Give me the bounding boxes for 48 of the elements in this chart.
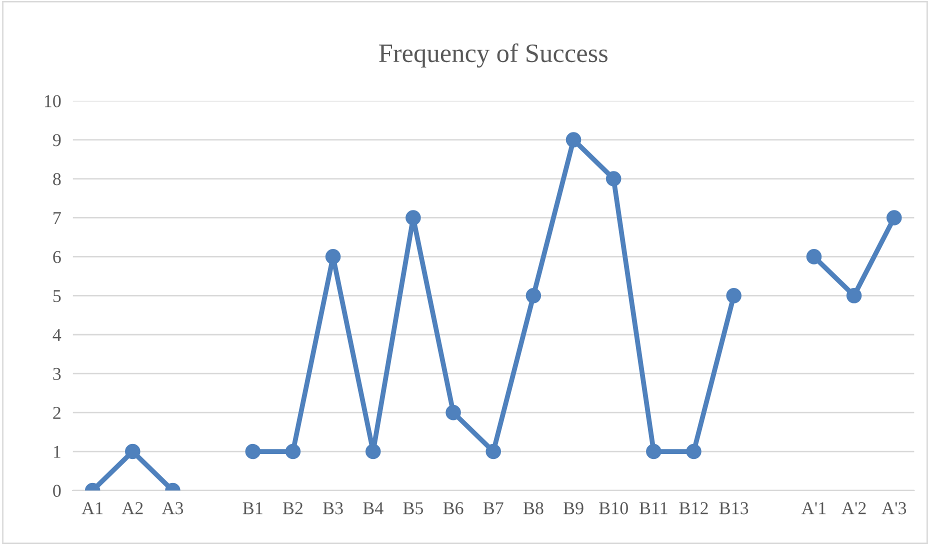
x-tick-label: B12 xyxy=(679,502,708,514)
x-tick-label: A1 xyxy=(82,502,103,514)
x-tick-label: B1 xyxy=(242,502,262,514)
point xyxy=(686,444,702,460)
x-tick-label: A3 xyxy=(162,502,184,514)
point xyxy=(486,444,502,460)
point xyxy=(406,210,421,226)
y-tick-label: 3 xyxy=(53,368,61,380)
y-tick-label: 1 xyxy=(54,446,60,458)
x-tick-label: A'2 xyxy=(842,502,866,514)
point xyxy=(285,444,301,460)
point xyxy=(886,210,902,226)
x-tick-label: B4 xyxy=(363,502,384,514)
point xyxy=(125,444,140,460)
point xyxy=(606,171,622,186)
y-tick-label: 2 xyxy=(53,406,60,419)
point xyxy=(446,404,461,420)
point xyxy=(245,444,261,460)
y-tick-label: 8 xyxy=(53,173,61,186)
x-tick-label: B8 xyxy=(523,502,544,514)
point xyxy=(566,132,582,148)
y-tick-label: 0 xyxy=(53,484,61,497)
point xyxy=(806,249,822,264)
point xyxy=(726,288,742,304)
chart-title: Frequency of Success xyxy=(379,43,608,68)
x-tick-label: B3 xyxy=(323,502,343,514)
point xyxy=(365,444,381,460)
x-tick-label: B10 xyxy=(599,502,628,514)
point xyxy=(325,249,341,264)
point xyxy=(526,288,542,304)
x-tick-label: B9 xyxy=(564,502,584,514)
y-tick-label: 6 xyxy=(53,251,61,264)
x-tick-label: A'3 xyxy=(882,502,906,514)
point xyxy=(846,288,862,304)
x-tick-label: A2 xyxy=(122,502,143,514)
y-tick-label: 5 xyxy=(53,290,61,302)
x-tick-label: A'1 xyxy=(802,502,826,514)
point xyxy=(646,444,662,460)
x-tick-label: B11 xyxy=(639,502,668,514)
y-tick-label: 10 xyxy=(44,95,61,108)
x-tick-label: B5 xyxy=(403,502,424,514)
x-tick-label: B7 xyxy=(483,502,504,514)
y-tick-label: 4 xyxy=(52,329,62,341)
x-tick-label: B13 xyxy=(719,502,748,514)
y-tick-label: 7 xyxy=(54,212,61,224)
x-tick-label: B6 xyxy=(443,502,464,514)
y-tick-label: 9 xyxy=(52,134,61,146)
x-tick-label: B2 xyxy=(282,502,303,514)
